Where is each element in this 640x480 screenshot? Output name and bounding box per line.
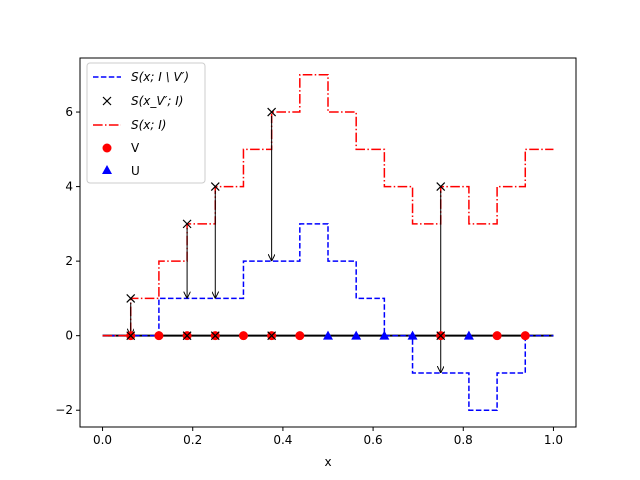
axes-layer: 0.0 0.2 0.4 0.6 0.8 1.0 −2 0 2 4 6: [55, 57, 577, 447]
x-axis-label: x: [324, 455, 331, 469]
x-tick-label: 0.8: [454, 433, 473, 447]
v-point: [492, 331, 502, 341]
legend-label-cross: S(x_V′; I): [131, 94, 183, 108]
zero-cross: [267, 331, 277, 341]
v-point: [520, 331, 530, 341]
y-tick-label: 6: [65, 105, 73, 119]
x-tick-label: 0.4: [273, 433, 292, 447]
cross-stroke: [210, 182, 220, 192]
cross-stroke: [182, 219, 192, 229]
legend-handle-red-circle: [102, 143, 112, 153]
legend-label-u: U: [131, 164, 140, 178]
legend-label-blue-dashed: S(x; I \ V′): [131, 70, 189, 84]
series-line-dashed: [102, 223, 554, 411]
zero-cross-stroke: [126, 331, 136, 341]
v-point: [295, 331, 305, 341]
u-point: [379, 330, 390, 340]
zero-cross-stroke: [436, 331, 446, 341]
v-point: [238, 331, 248, 341]
x-tick-label: 0.0: [93, 433, 112, 447]
v-point: [154, 331, 164, 341]
legend-label-v: V: [131, 141, 140, 155]
y-tick-label: 0: [65, 329, 73, 343]
plot-frame: [79, 57, 577, 428]
legend-handle-blue-triangle: [102, 165, 112, 174]
zero-cross-stroke: [182, 331, 192, 341]
y-tick-label: 4: [65, 180, 73, 194]
zero-cross: [126, 331, 136, 341]
zero-cross-stroke: [210, 331, 220, 341]
cross-point: [436, 182, 446, 192]
u-point: [351, 330, 362, 340]
cross-point: [267, 107, 277, 117]
x-tick-label: 0.2: [183, 433, 202, 447]
arrow-layer: [131, 116, 441, 373]
cross-stroke: [126, 293, 136, 303]
cross-point: [182, 219, 192, 229]
cross-point: [210, 182, 220, 192]
y-tick-label: 2: [65, 254, 73, 268]
u-point: [463, 330, 474, 340]
cross-point: [126, 293, 136, 303]
marker-layer: [126, 107, 530, 341]
zero-cross: [436, 331, 446, 341]
u-point: [407, 330, 418, 340]
legend-frame: [86, 62, 206, 184]
cross-stroke: [267, 107, 277, 117]
u-point: [323, 330, 333, 340]
legend-label-red-dashdot: S(x; I): [131, 118, 166, 132]
zero-cross: [182, 331, 192, 341]
y-tick-label: −2: [55, 403, 73, 417]
cross-stroke: [436, 182, 446, 192]
zero-cross-stroke: [267, 331, 277, 341]
x-tick-label: 0.6: [364, 433, 383, 447]
legend-handle-cross: [102, 96, 112, 106]
zero-cross: [210, 331, 220, 341]
x-tick-label: 1.0: [544, 433, 563, 447]
legend: S(x; I \ V′) S(x_V′; I) S(x; I) V U: [86, 62, 206, 184]
